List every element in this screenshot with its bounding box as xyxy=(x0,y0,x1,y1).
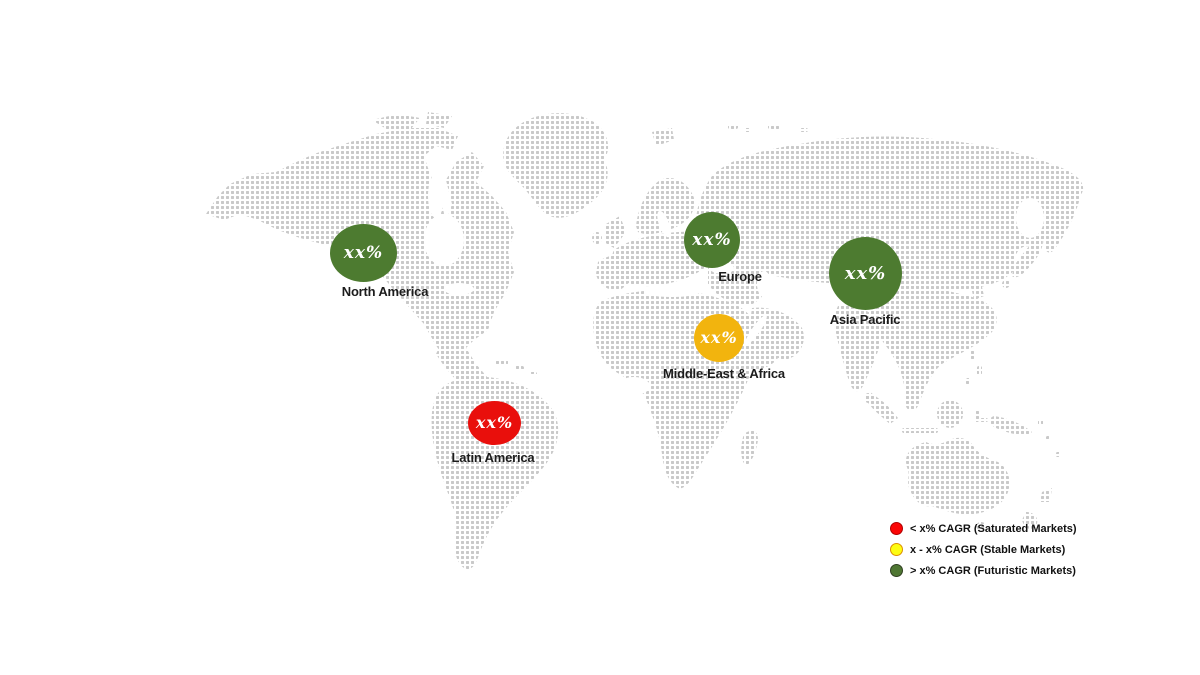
legend-row-stable: x - x% CAGR (Stable Markets) xyxy=(890,541,1077,558)
japan xyxy=(1012,236,1043,278)
continent-south-america xyxy=(431,376,559,570)
philippines xyxy=(970,350,976,360)
east-asia xyxy=(869,282,997,411)
siberia xyxy=(695,136,1084,290)
legend-label-futuristic: > x% CAGR (Futuristic Markets) xyxy=(910,564,1076,577)
arctic-islands xyxy=(372,112,452,130)
region-label-north-america: North America xyxy=(341,284,429,299)
korea xyxy=(970,278,984,300)
iberia xyxy=(596,254,640,291)
region-cagr-value-latin-america: xx% xyxy=(475,413,514,432)
legend-row-saturated: < x% CAGR (Saturated Markets) xyxy=(890,520,1077,537)
region-label-europe: Europe xyxy=(718,269,762,284)
region-bubble-asia-pacific: xx% xyxy=(829,237,902,310)
caribbean-islands xyxy=(494,360,508,365)
region-cagr-value-asia-pacific: xx% xyxy=(844,262,887,284)
cagr-legend: < x% CAGR (Saturated Markets) x - x% CAG… xyxy=(890,520,1077,583)
kamchatka xyxy=(1043,183,1080,253)
pacific-islands xyxy=(1038,420,1043,425)
tasmania xyxy=(976,522,986,530)
new-guinea xyxy=(989,416,1032,435)
caribbean-islands xyxy=(514,366,524,370)
new-zealand xyxy=(1022,488,1052,529)
region-label-latin-america: Latin America xyxy=(451,450,535,465)
legend-label-stable: x - x% CAGR (Stable Markets) xyxy=(910,543,1066,556)
australia xyxy=(906,437,1010,515)
legend-dot-red-icon xyxy=(890,522,903,535)
caspian-sea xyxy=(757,271,771,297)
iceland xyxy=(652,128,674,146)
japan-south xyxy=(1002,280,1010,288)
great-lakes xyxy=(444,283,474,295)
region-bubble-europe: xx% xyxy=(684,212,740,268)
region-bubble-latin-america: xx% xyxy=(468,401,521,445)
india xyxy=(834,305,883,392)
legend-dot-yellow-icon xyxy=(890,543,903,556)
mediterranean-sea xyxy=(644,287,700,297)
continents xyxy=(206,112,1084,570)
sulawesi xyxy=(974,410,979,422)
scandinavia xyxy=(636,178,695,235)
legend-dot-green-icon xyxy=(890,564,903,577)
region-bubble-middle-east-africa: xx% xyxy=(694,314,744,362)
region-label-middle-east-africa: Middle-East & Africa xyxy=(663,366,785,381)
svalbard xyxy=(744,128,751,132)
philippines xyxy=(977,366,982,375)
pacific-islands xyxy=(1046,436,1051,441)
java xyxy=(902,428,938,433)
hudson-bay xyxy=(424,214,464,266)
ireland xyxy=(592,232,602,244)
hudson-inlet xyxy=(428,174,444,218)
region-label-asia-pacific: Asia Pacific xyxy=(829,312,901,327)
novaya-zemlya xyxy=(768,124,780,129)
novaya-zemlya xyxy=(800,128,808,132)
sumatra xyxy=(864,392,898,424)
sulawesi xyxy=(980,418,988,422)
greenland xyxy=(503,113,609,218)
baltic-sea xyxy=(657,210,671,238)
caribbean-islands xyxy=(530,372,537,376)
british-isles xyxy=(604,216,626,248)
sea-of-okhotsk xyxy=(1016,198,1044,238)
region-cagr-value-europe: xx% xyxy=(692,229,732,250)
region-bubble-north-america: xx% xyxy=(330,224,397,282)
madagascar xyxy=(741,430,758,466)
region-cagr-value-middle-east-africa: xx% xyxy=(700,328,738,347)
pacific-islands xyxy=(1056,452,1061,457)
legend-label-saturated: < x% CAGR (Saturated Markets) xyxy=(910,522,1077,535)
legend-row-futuristic: > x% CAGR (Futuristic Markets) xyxy=(890,562,1077,579)
svalbard xyxy=(728,124,738,129)
gulf-of-guinea xyxy=(618,377,650,395)
borneo xyxy=(937,400,963,428)
red-sea xyxy=(745,315,767,345)
region-cagr-value-north-america: xx% xyxy=(343,242,384,263)
water-overlays xyxy=(424,174,1044,395)
philippines xyxy=(966,378,971,385)
